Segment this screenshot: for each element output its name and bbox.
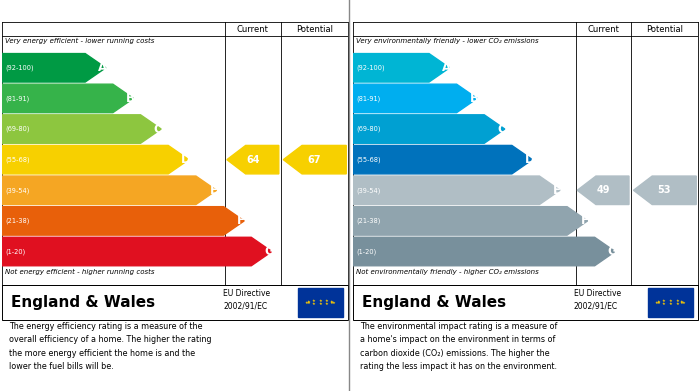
Bar <box>648 288 693 317</box>
Text: ★: ★ <box>330 300 334 304</box>
Polygon shape <box>2 207 244 235</box>
Text: (92-100): (92-100) <box>356 65 385 71</box>
Polygon shape <box>227 145 279 174</box>
Text: ★: ★ <box>668 302 672 306</box>
Text: ★: ★ <box>326 300 329 303</box>
Text: Potential: Potential <box>646 25 683 34</box>
Text: (69-80): (69-80) <box>6 126 30 132</box>
Text: ★: ★ <box>662 302 666 306</box>
Text: Energy Efficiency Rating: Energy Efficiency Rating <box>7 5 190 18</box>
Text: ★: ★ <box>305 301 309 305</box>
Text: 64: 64 <box>246 155 260 165</box>
Text: ★: ★ <box>657 300 661 304</box>
Polygon shape <box>353 54 449 82</box>
Text: 53: 53 <box>657 185 671 195</box>
Polygon shape <box>353 115 505 143</box>
Text: ★: ★ <box>657 301 661 305</box>
Polygon shape <box>353 176 560 204</box>
Text: ★: ★ <box>676 302 679 306</box>
Text: (39-54): (39-54) <box>6 187 30 194</box>
Text: F: F <box>237 214 245 228</box>
Text: (1-20): (1-20) <box>6 248 26 255</box>
Text: Current: Current <box>587 25 619 34</box>
Text: Environmental Impact (CO₂) Rating: Environmental Impact (CO₂) Rating <box>358 5 620 18</box>
Polygon shape <box>2 84 134 113</box>
Text: Very energy efficient - lower running costs: Very energy efficient - lower running co… <box>6 38 155 44</box>
Text: EU Directive
2002/91/EC: EU Directive 2002/91/EC <box>223 289 271 310</box>
Polygon shape <box>634 176 696 204</box>
Text: Not environmentally friendly - higher CO₂ emissions: Not environmentally friendly - higher CO… <box>356 269 539 275</box>
Text: ★: ★ <box>680 301 684 305</box>
Text: ★: ★ <box>318 302 322 306</box>
Text: F: F <box>580 214 589 228</box>
Text: Very environmentally friendly - lower CO₂ emissions: Very environmentally friendly - lower CO… <box>356 38 539 44</box>
Text: ★: ★ <box>668 299 672 303</box>
Polygon shape <box>353 207 587 235</box>
Text: England & Wales: England & Wales <box>362 295 505 310</box>
Text: (92-100): (92-100) <box>6 65 34 71</box>
Text: The energy efficiency rating is a measure of the
overall efficiency of a home. T: The energy efficiency rating is a measur… <box>9 322 211 371</box>
Text: ★: ★ <box>655 301 659 305</box>
Polygon shape <box>284 145 346 174</box>
Text: ★: ★ <box>662 300 666 303</box>
Bar <box>298 288 343 317</box>
Text: (39-54): (39-54) <box>356 187 381 194</box>
Polygon shape <box>353 145 533 174</box>
Text: ★: ★ <box>680 300 684 304</box>
Text: ★: ★ <box>330 301 334 305</box>
Text: Potential: Potential <box>296 25 332 34</box>
Text: ★: ★ <box>676 300 679 303</box>
Text: C: C <box>497 122 506 136</box>
Text: (21-38): (21-38) <box>6 218 30 224</box>
Text: ★: ★ <box>312 300 316 303</box>
Text: 67: 67 <box>307 155 321 165</box>
Polygon shape <box>2 54 106 82</box>
Text: 49: 49 <box>596 185 610 195</box>
Text: ★: ★ <box>307 300 311 304</box>
Text: E: E <box>553 184 561 197</box>
Text: D: D <box>524 153 534 166</box>
Text: (1-20): (1-20) <box>356 248 377 255</box>
Text: B: B <box>126 92 135 105</box>
Polygon shape <box>2 176 216 204</box>
Text: (81-91): (81-91) <box>6 95 29 102</box>
Text: A: A <box>98 61 107 74</box>
Polygon shape <box>2 237 272 266</box>
Text: G: G <box>264 245 274 258</box>
Text: (69-80): (69-80) <box>356 126 381 132</box>
Text: D: D <box>181 153 190 166</box>
Polygon shape <box>578 176 629 204</box>
Text: ★: ★ <box>318 299 322 303</box>
Text: A: A <box>442 61 451 74</box>
Text: The environmental impact rating is a measure of
a home's impact on the environme: The environmental impact rating is a mea… <box>360 322 557 371</box>
Text: C: C <box>154 122 162 136</box>
Text: B: B <box>470 92 479 105</box>
Polygon shape <box>2 145 189 174</box>
Text: ★: ★ <box>307 301 311 305</box>
Text: (55-68): (55-68) <box>6 156 30 163</box>
Text: G: G <box>607 245 617 258</box>
Text: E: E <box>209 184 218 197</box>
Text: (81-91): (81-91) <box>356 95 381 102</box>
Polygon shape <box>353 237 615 266</box>
Text: ★: ★ <box>312 302 316 306</box>
Text: Current: Current <box>237 25 269 34</box>
Text: EU Directive
2002/91/EC: EU Directive 2002/91/EC <box>574 289 621 310</box>
Polygon shape <box>2 115 161 143</box>
Text: (21-38): (21-38) <box>356 218 381 224</box>
Text: ★: ★ <box>332 301 336 305</box>
Text: Not energy efficient - higher running costs: Not energy efficient - higher running co… <box>6 269 155 275</box>
Text: England & Wales: England & Wales <box>10 295 155 310</box>
Text: ★: ★ <box>326 302 329 306</box>
Text: ★: ★ <box>682 301 686 305</box>
Text: (55-68): (55-68) <box>356 156 381 163</box>
Polygon shape <box>353 84 477 113</box>
